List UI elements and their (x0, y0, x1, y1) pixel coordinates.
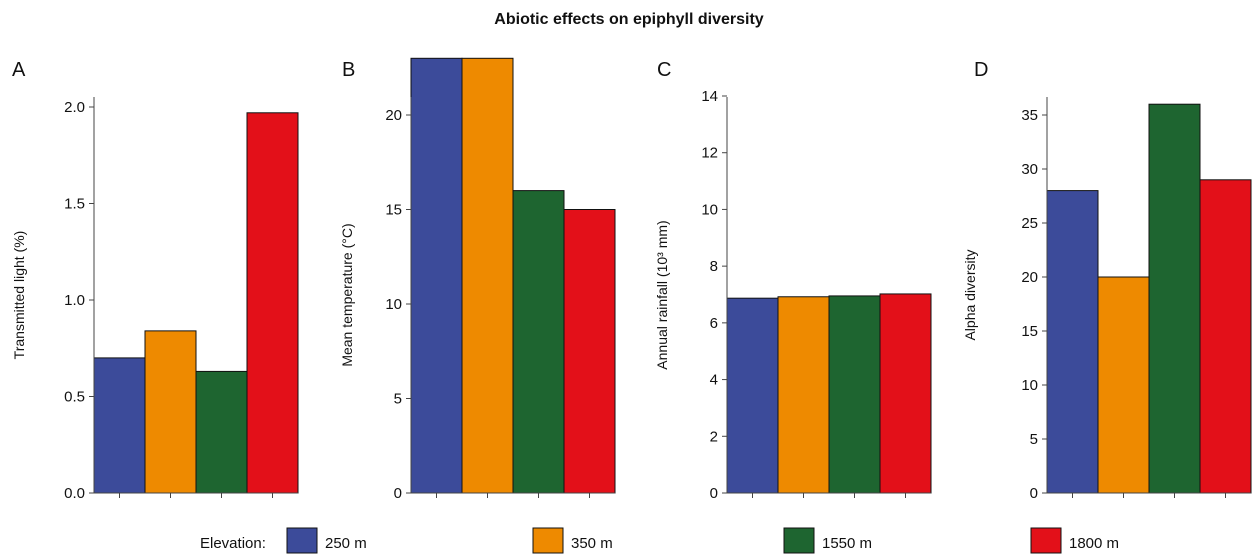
y-axis-label: Transmitted light (%) (11, 231, 27, 360)
bar-1800m (563, 209, 616, 494)
panel-a: A Transmitted light (%) 0.0 0.5 1.0 1.5 2.0 (11, 59, 299, 502)
legend-item: 250 m (286, 527, 367, 554)
legend-label: 1800 m (1069, 535, 1119, 552)
bar-250m (410, 57, 463, 494)
y-tick-label: 25 (1021, 215, 1038, 232)
bar-250m (726, 297, 779, 494)
y-tick-label: 10 (701, 201, 718, 218)
panel-letter: D (974, 59, 988, 81)
y-tick-label: 0.0 (64, 485, 85, 502)
y-tick-label: 8 (710, 258, 718, 275)
panel-c: C Annual rainfall (10³ mm) 0 2 4 6 8 10 12 14 (654, 59, 932, 502)
y-tick-label: 15 (1021, 323, 1038, 340)
y-tick-label: 14 (701, 88, 718, 105)
bar-1550m (828, 295, 881, 494)
panel-letter: C (657, 59, 671, 81)
panel-letter: B (342, 59, 355, 81)
legend-swatch (286, 527, 318, 554)
y-tick-label: 0 (710, 485, 718, 502)
legend-swatch (783, 527, 815, 554)
legend: Elevation: 250 m 350 m 1550 m 1800 m (200, 527, 1119, 554)
panel-b: B Mean temperature (°C) 0 5 10 15 20 (339, 57, 616, 502)
legend-label: 1550 m (822, 535, 872, 552)
y-axis-label: Annual rainfall (10³ mm) (654, 220, 670, 369)
bar-1800m (246, 112, 299, 494)
legend-item: 1800 m (1030, 527, 1119, 554)
y-tick-label: 1.0 (64, 292, 85, 309)
y-tick-label: 5 (1030, 431, 1038, 448)
panel-d: D Alpha diversity 0 5 10 15 20 25 30 35 (962, 59, 1252, 502)
y-tick-label: 6 (710, 315, 718, 332)
bar-1550m (195, 370, 248, 494)
legend-item: 1550 m (783, 527, 872, 554)
y-tick-label: 35 (1021, 107, 1038, 124)
panel-letter: A (12, 59, 26, 81)
legend-label: 250 m (325, 535, 367, 552)
y-tick-label: 0 (1030, 485, 1038, 502)
bar-350m (1097, 276, 1150, 494)
bar-1800m (1199, 179, 1252, 494)
y-tick-label: 10 (1021, 377, 1038, 394)
y-axis-label: Mean temperature (°C) (339, 223, 355, 366)
y-tick-label: 2.0 (64, 99, 85, 116)
y-tick-label: 2 (710, 428, 718, 445)
legend-swatch (1030, 527, 1062, 554)
figure-title: Abiotic effects on epiphyll diversity (494, 11, 763, 28)
y-tick-label: 10 (385, 296, 402, 313)
bar-1550m (512, 190, 565, 494)
y-tick-label: 20 (385, 107, 402, 124)
y-tick-label: 0.5 (64, 389, 85, 406)
bar-1550m (1148, 103, 1201, 494)
legend-label: 350 m (571, 535, 613, 552)
y-axis-label: Alpha diversity (962, 249, 978, 340)
y-tick-label: 0 (394, 485, 402, 502)
y-tick-label: 12 (701, 145, 718, 162)
legend-item: 350 m (532, 527, 613, 554)
bar-250m (93, 357, 146, 494)
y-tick-label: 15 (385, 202, 402, 219)
y-tick-label: 30 (1021, 161, 1038, 178)
y-tick-label: 4 (710, 372, 718, 389)
bar-350m (144, 330, 197, 494)
bar-250m (1046, 190, 1099, 494)
legend-title: Elevation: (200, 535, 266, 552)
bar-1800m (879, 293, 932, 494)
y-tick-label: 5 (394, 391, 402, 408)
bar-350m (777, 296, 830, 494)
y-tick-label: 1.5 (64, 196, 85, 213)
legend-swatch (532, 527, 564, 554)
y-tick-label: 20 (1021, 269, 1038, 286)
bar-350m (461, 57, 514, 494)
